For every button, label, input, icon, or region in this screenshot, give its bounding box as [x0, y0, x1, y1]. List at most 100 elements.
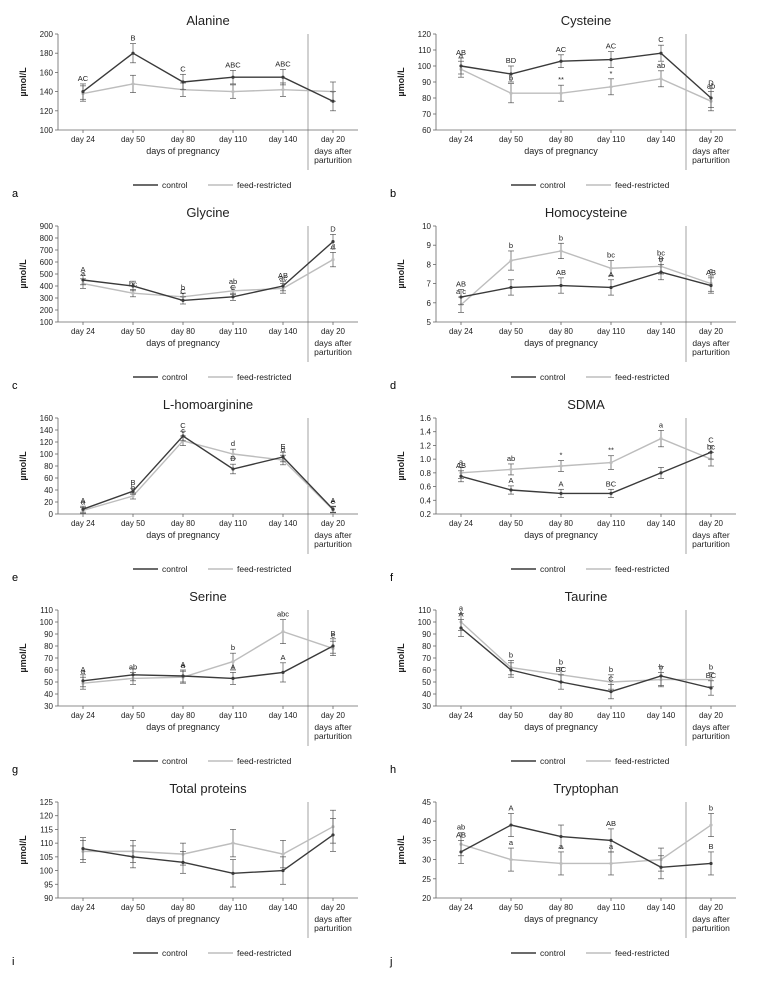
svg-text:day 110: day 110: [219, 711, 247, 720]
svg-text:b: b: [559, 233, 563, 242]
chart-title: Total proteins: [169, 781, 247, 796]
svg-text:feed-restricted: feed-restricted: [615, 948, 670, 958]
svg-text:day 24: day 24: [71, 327, 96, 336]
panel-label: b: [390, 188, 396, 200]
svg-text:day 80: day 80: [171, 327, 196, 336]
svg-text:110: 110: [40, 839, 53, 848]
svg-text:100: 100: [418, 618, 432, 627]
svg-text:9: 9: [427, 241, 432, 250]
chart-taurine: Taurine30405060708090100110µmol/Lday 24d…: [390, 588, 758, 774]
svg-text:µmol/L: µmol/L: [18, 451, 28, 481]
panel-label: d: [390, 380, 396, 392]
svg-text:day 50: day 50: [499, 135, 524, 144]
svg-text:70: 70: [44, 654, 53, 663]
svg-text:parturition: parturition: [692, 539, 730, 549]
svg-text:control: control: [162, 180, 188, 190]
svg-text:parturition: parturition: [314, 347, 352, 357]
svg-text:µmol/L: µmol/L: [396, 835, 406, 865]
svg-text:100: 100: [40, 618, 54, 627]
chart-title: L-homoarginine: [163, 397, 253, 412]
svg-text:8: 8: [427, 260, 432, 269]
svg-text:day 110: day 110: [219, 135, 247, 144]
chart-l-homoarginine: L-homoarginine020406080100120140160µmol/…: [12, 396, 380, 582]
svg-text:A: A: [608, 270, 613, 279]
svg-text:BC: BC: [706, 671, 717, 680]
panel-i: Total proteins9095100105110115120125µmol…: [12, 780, 382, 966]
panel-g: Serine30405060708090100110µmol/Lday 24da…: [12, 588, 382, 774]
svg-text:days of pregnancy: days of pregnancy: [524, 530, 598, 540]
svg-text:0.2: 0.2: [420, 510, 432, 519]
svg-text:D: D: [708, 78, 714, 87]
svg-text:days of pregnancy: days of pregnancy: [146, 722, 220, 732]
panel-a: Alanine100120140160180200µmol/Lday 24day…: [12, 12, 382, 198]
svg-text:day 80: day 80: [549, 903, 574, 912]
svg-text:D: D: [330, 224, 336, 233]
svg-text:days of pregnancy: days of pregnancy: [524, 722, 598, 732]
svg-text:control: control: [540, 372, 566, 382]
svg-text:100: 100: [40, 450, 54, 459]
svg-text:1.2: 1.2: [420, 441, 432, 450]
svg-text:60: 60: [422, 126, 431, 135]
svg-text:80: 80: [422, 642, 431, 651]
svg-text:70: 70: [422, 654, 431, 663]
svg-text:µmol/L: µmol/L: [396, 451, 406, 481]
svg-text:160: 160: [40, 68, 54, 77]
svg-text:*: *: [560, 451, 563, 460]
svg-text:180: 180: [40, 49, 54, 58]
svg-text:AC: AC: [556, 45, 567, 54]
svg-text:70: 70: [422, 110, 431, 119]
chart-title: Cysteine: [561, 13, 612, 28]
svg-text:A: A: [230, 662, 235, 671]
svg-text:control: control: [162, 948, 188, 958]
svg-text:day 140: day 140: [647, 903, 676, 912]
svg-text:day 50: day 50: [499, 519, 524, 528]
svg-text:b: b: [231, 643, 235, 652]
svg-text:30: 30: [422, 702, 431, 711]
panel-f: SDMA0.20.40.60.81.01.21.41.6µmol/Lday 24…: [390, 396, 760, 582]
chart-title: Taurine: [565, 589, 608, 604]
svg-text:day 50: day 50: [121, 519, 146, 528]
panel-label: j: [390, 956, 392, 968]
svg-text:day 24: day 24: [449, 711, 474, 720]
svg-text:parturition: parturition: [692, 347, 730, 357]
svg-text:day 20: day 20: [321, 903, 346, 912]
chart-glycine: Glycine100200300400500600700800900µmol/L…: [12, 204, 380, 390]
svg-text:B: B: [658, 254, 663, 263]
svg-text:day 50: day 50: [499, 903, 524, 912]
svg-text:105: 105: [40, 853, 54, 862]
svg-text:day 140: day 140: [647, 519, 676, 528]
svg-text:b: b: [709, 804, 713, 813]
svg-text:ABC: ABC: [225, 60, 241, 69]
svg-text:day 24: day 24: [71, 135, 96, 144]
svg-text:125: 125: [40, 798, 54, 807]
svg-text:800: 800: [40, 234, 54, 243]
panel-label: h: [390, 764, 396, 776]
svg-text:A: A: [508, 476, 513, 485]
svg-text:AC: AC: [78, 74, 89, 83]
svg-text:A: A: [180, 660, 185, 669]
svg-text:a: a: [609, 842, 614, 851]
svg-text:20: 20: [44, 498, 53, 507]
svg-text:day 80: day 80: [171, 135, 196, 144]
svg-text:feed-restricted: feed-restricted: [615, 756, 670, 766]
svg-text:1.6: 1.6: [420, 414, 432, 423]
panel-label: c: [12, 380, 18, 392]
svg-text:300: 300: [40, 294, 54, 303]
svg-text:feed-restricted: feed-restricted: [237, 948, 292, 958]
svg-text:110: 110: [418, 46, 431, 55]
svg-text:AB: AB: [706, 268, 716, 277]
svg-text:35: 35: [422, 836, 431, 845]
chart-title: SDMA: [567, 397, 605, 412]
svg-text:feed-restricted: feed-restricted: [237, 756, 292, 766]
svg-text:A: A: [80, 496, 85, 505]
svg-text:day 110: day 110: [597, 519, 625, 528]
svg-text:C: C: [180, 64, 186, 73]
svg-text:C: C: [230, 283, 236, 292]
svg-text:80: 80: [422, 94, 431, 103]
svg-text:feed-restricted: feed-restricted: [237, 372, 292, 382]
svg-text:50: 50: [422, 678, 431, 687]
svg-text:120: 120: [40, 812, 54, 821]
svg-text:120: 120: [418, 30, 432, 39]
svg-text:AB: AB: [556, 268, 566, 277]
svg-text:days of pregnancy: days of pregnancy: [524, 146, 598, 156]
